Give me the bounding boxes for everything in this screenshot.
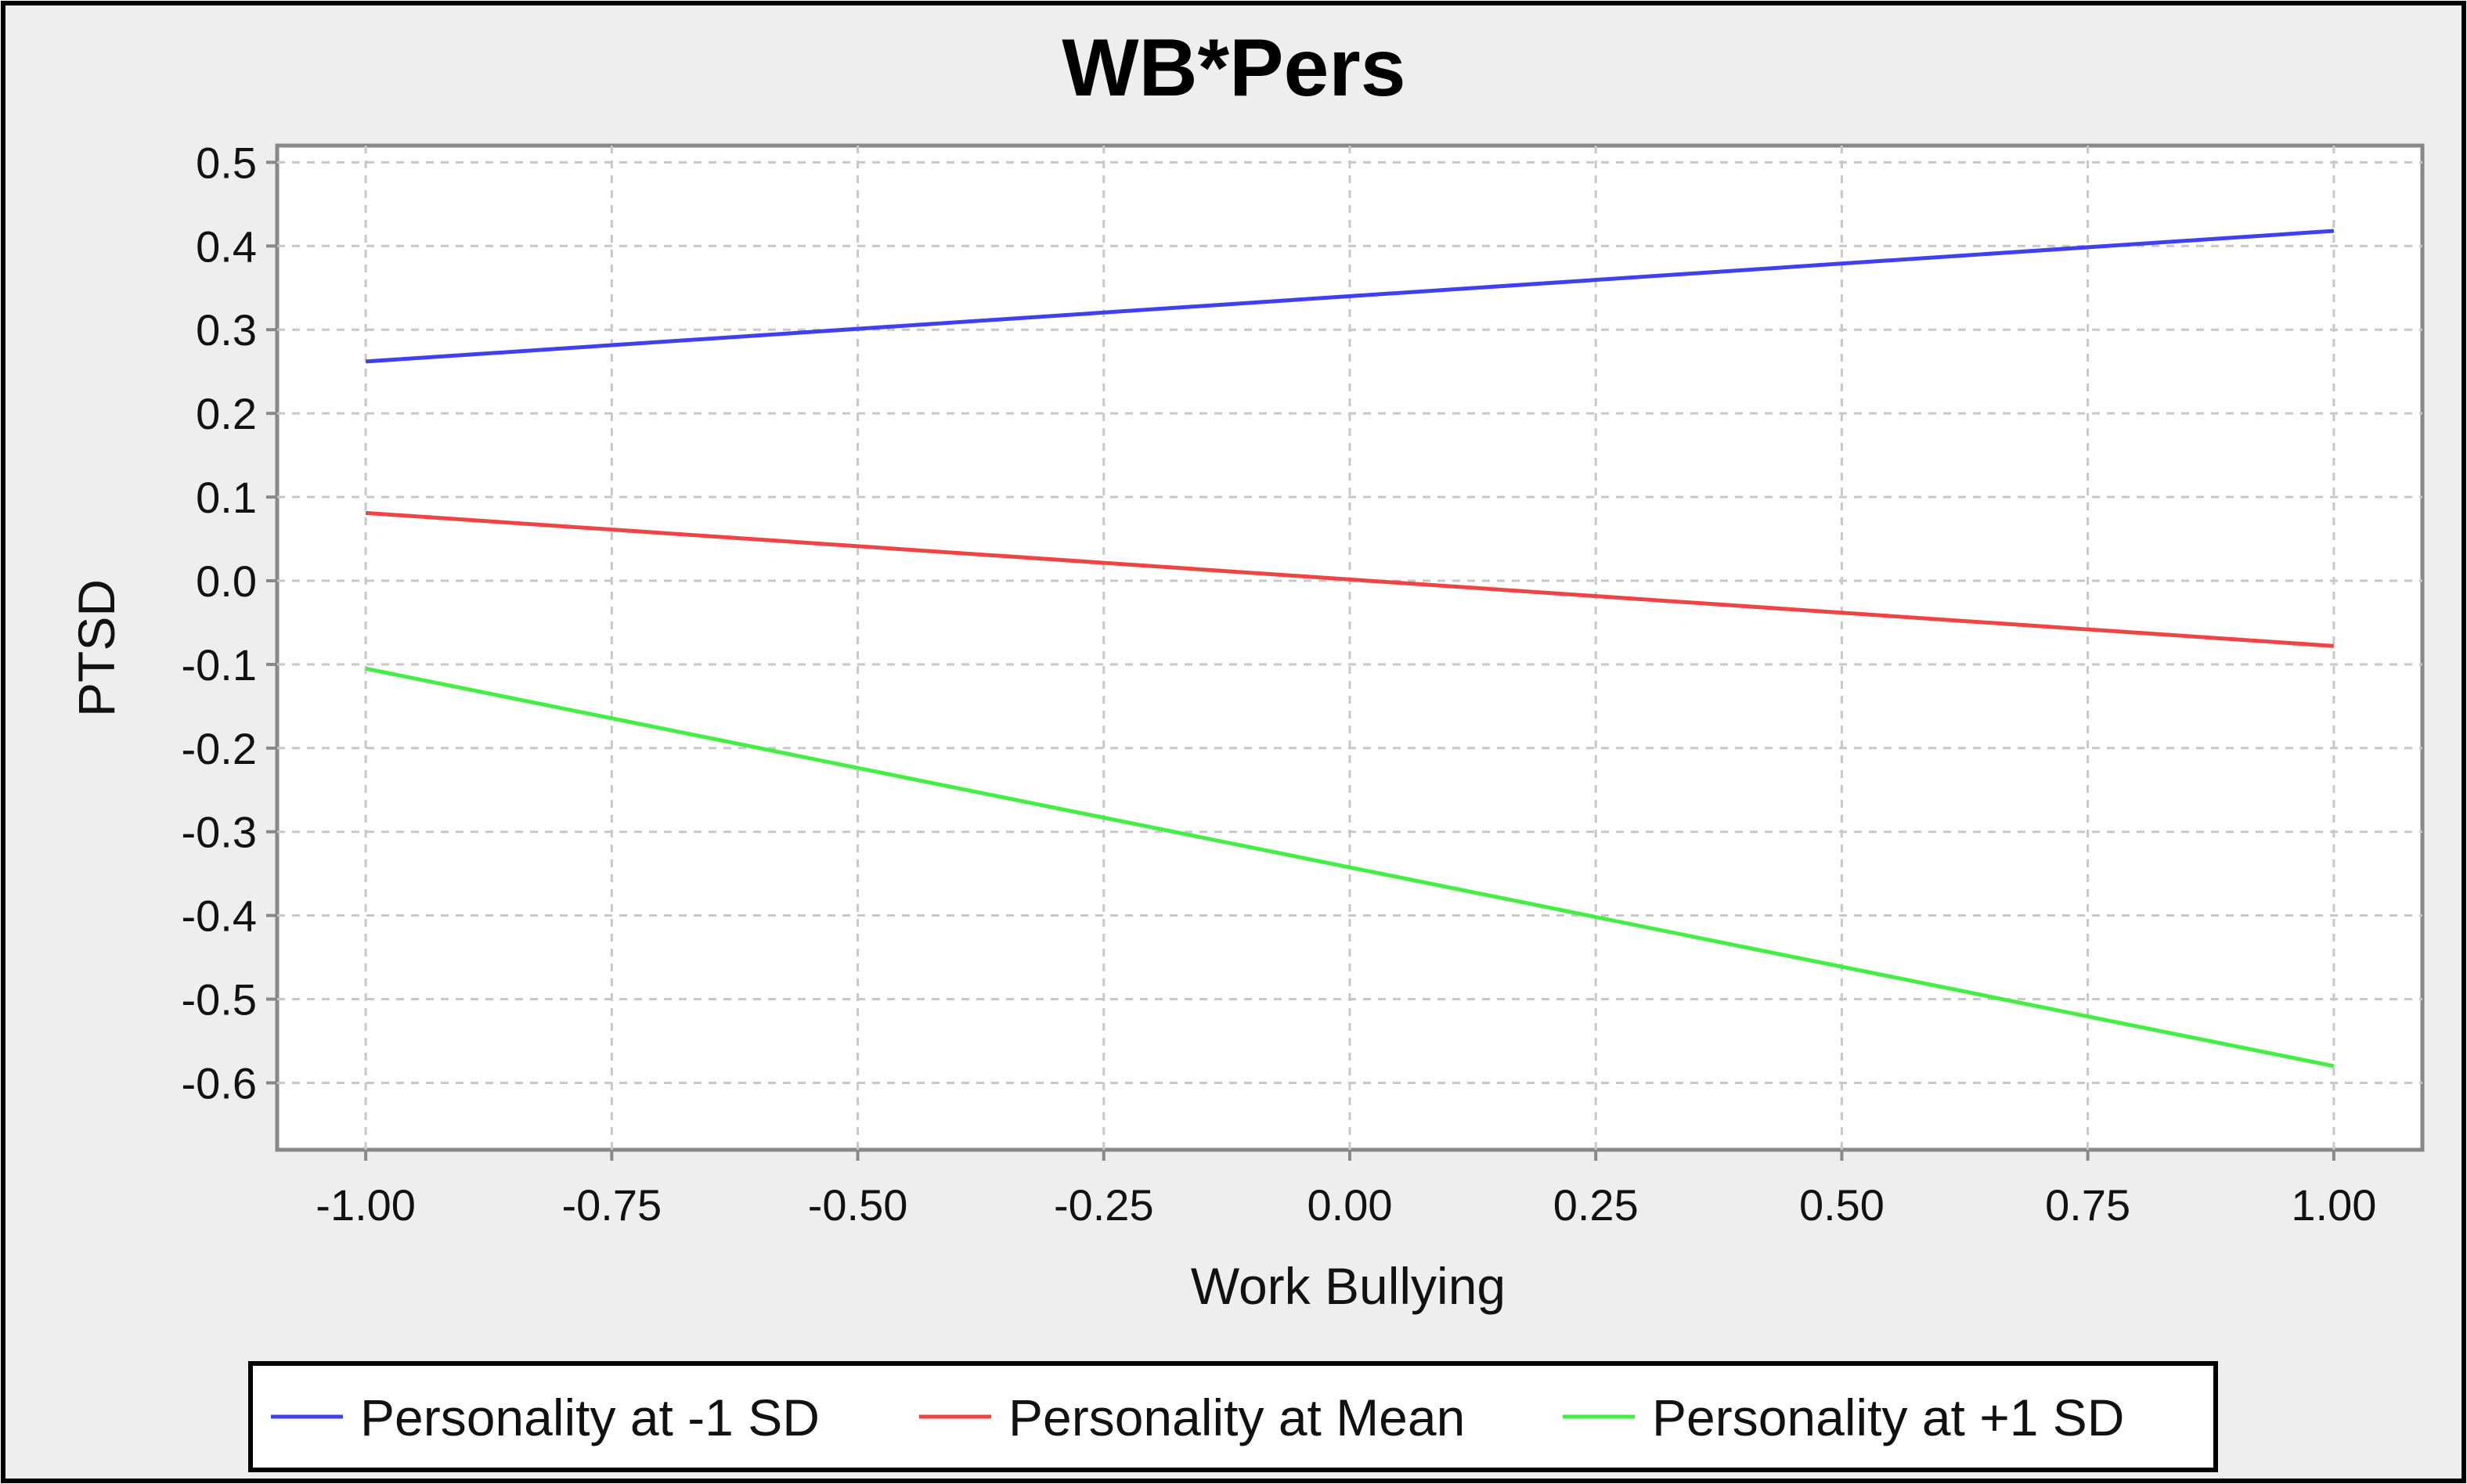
y-tick-label: -0.3 [182,808,258,857]
x-tick-label: -0.25 [1054,1180,1154,1230]
x-axis-ticks: -1.00 -0.75 -0.50 -0.25 0.00 0.25 0.50 0.75 1.00 [316,1150,2376,1230]
y-axis-title: PTSD [67,579,125,717]
y-axis-ticks: 0.5 0.4 0.3 0.2 0.1 0.0 -0.1 -0.2 -0.3 -0.4 -0.5 -0… [182,138,277,1108]
legend: Personality at -1 SD Personality at Mean P… [271,1389,2124,1446]
grid-layer [277,146,2422,1150]
y-tick-label: 0.5 [196,138,257,187]
x-tick-label: 0.50 [1799,1180,1885,1230]
y-tick-label: 0.4 [196,222,257,271]
series-layer [365,229,2335,1068]
chart-title: WB*Pers [1062,23,1405,113]
y-tick-label: -0.4 [182,891,258,941]
legend-label: Personality at Mean [1008,1389,1465,1446]
legend-label: Personality at +1 SD [1652,1389,2124,1446]
x-axis-title: Work Bullying [1191,1257,1506,1315]
y-tick-label: -0.1 [182,640,258,690]
x-tick-label: 0.00 [1307,1180,1393,1230]
x-tick-label: -0.75 [562,1180,662,1230]
y-tick-label: -0.5 [182,975,258,1025]
y-tick-label: -0.2 [182,724,258,773]
y-tick-label: 0.3 [196,305,257,355]
x-tick-label: -0.50 [808,1180,908,1230]
series-line-3 [365,666,2335,1068]
legend-box [248,1361,2218,1472]
x-tick-label: 1.00 [2291,1180,2376,1230]
y-tick-label: 0.1 [196,473,257,522]
series-line-2 [365,510,2335,648]
x-tick-label: -1.00 [316,1180,416,1230]
y-tick-label: 0.0 [196,556,257,606]
y-tick-label: -0.6 [182,1058,258,1108]
x-tick-label: 0.25 [1553,1180,1639,1230]
y-tick-label: 0.2 [196,389,257,438]
series-line-1 [365,229,2335,364]
x-tick-label: 0.75 [2045,1180,2130,1230]
legend-label: Personality at -1 SD [360,1389,820,1446]
